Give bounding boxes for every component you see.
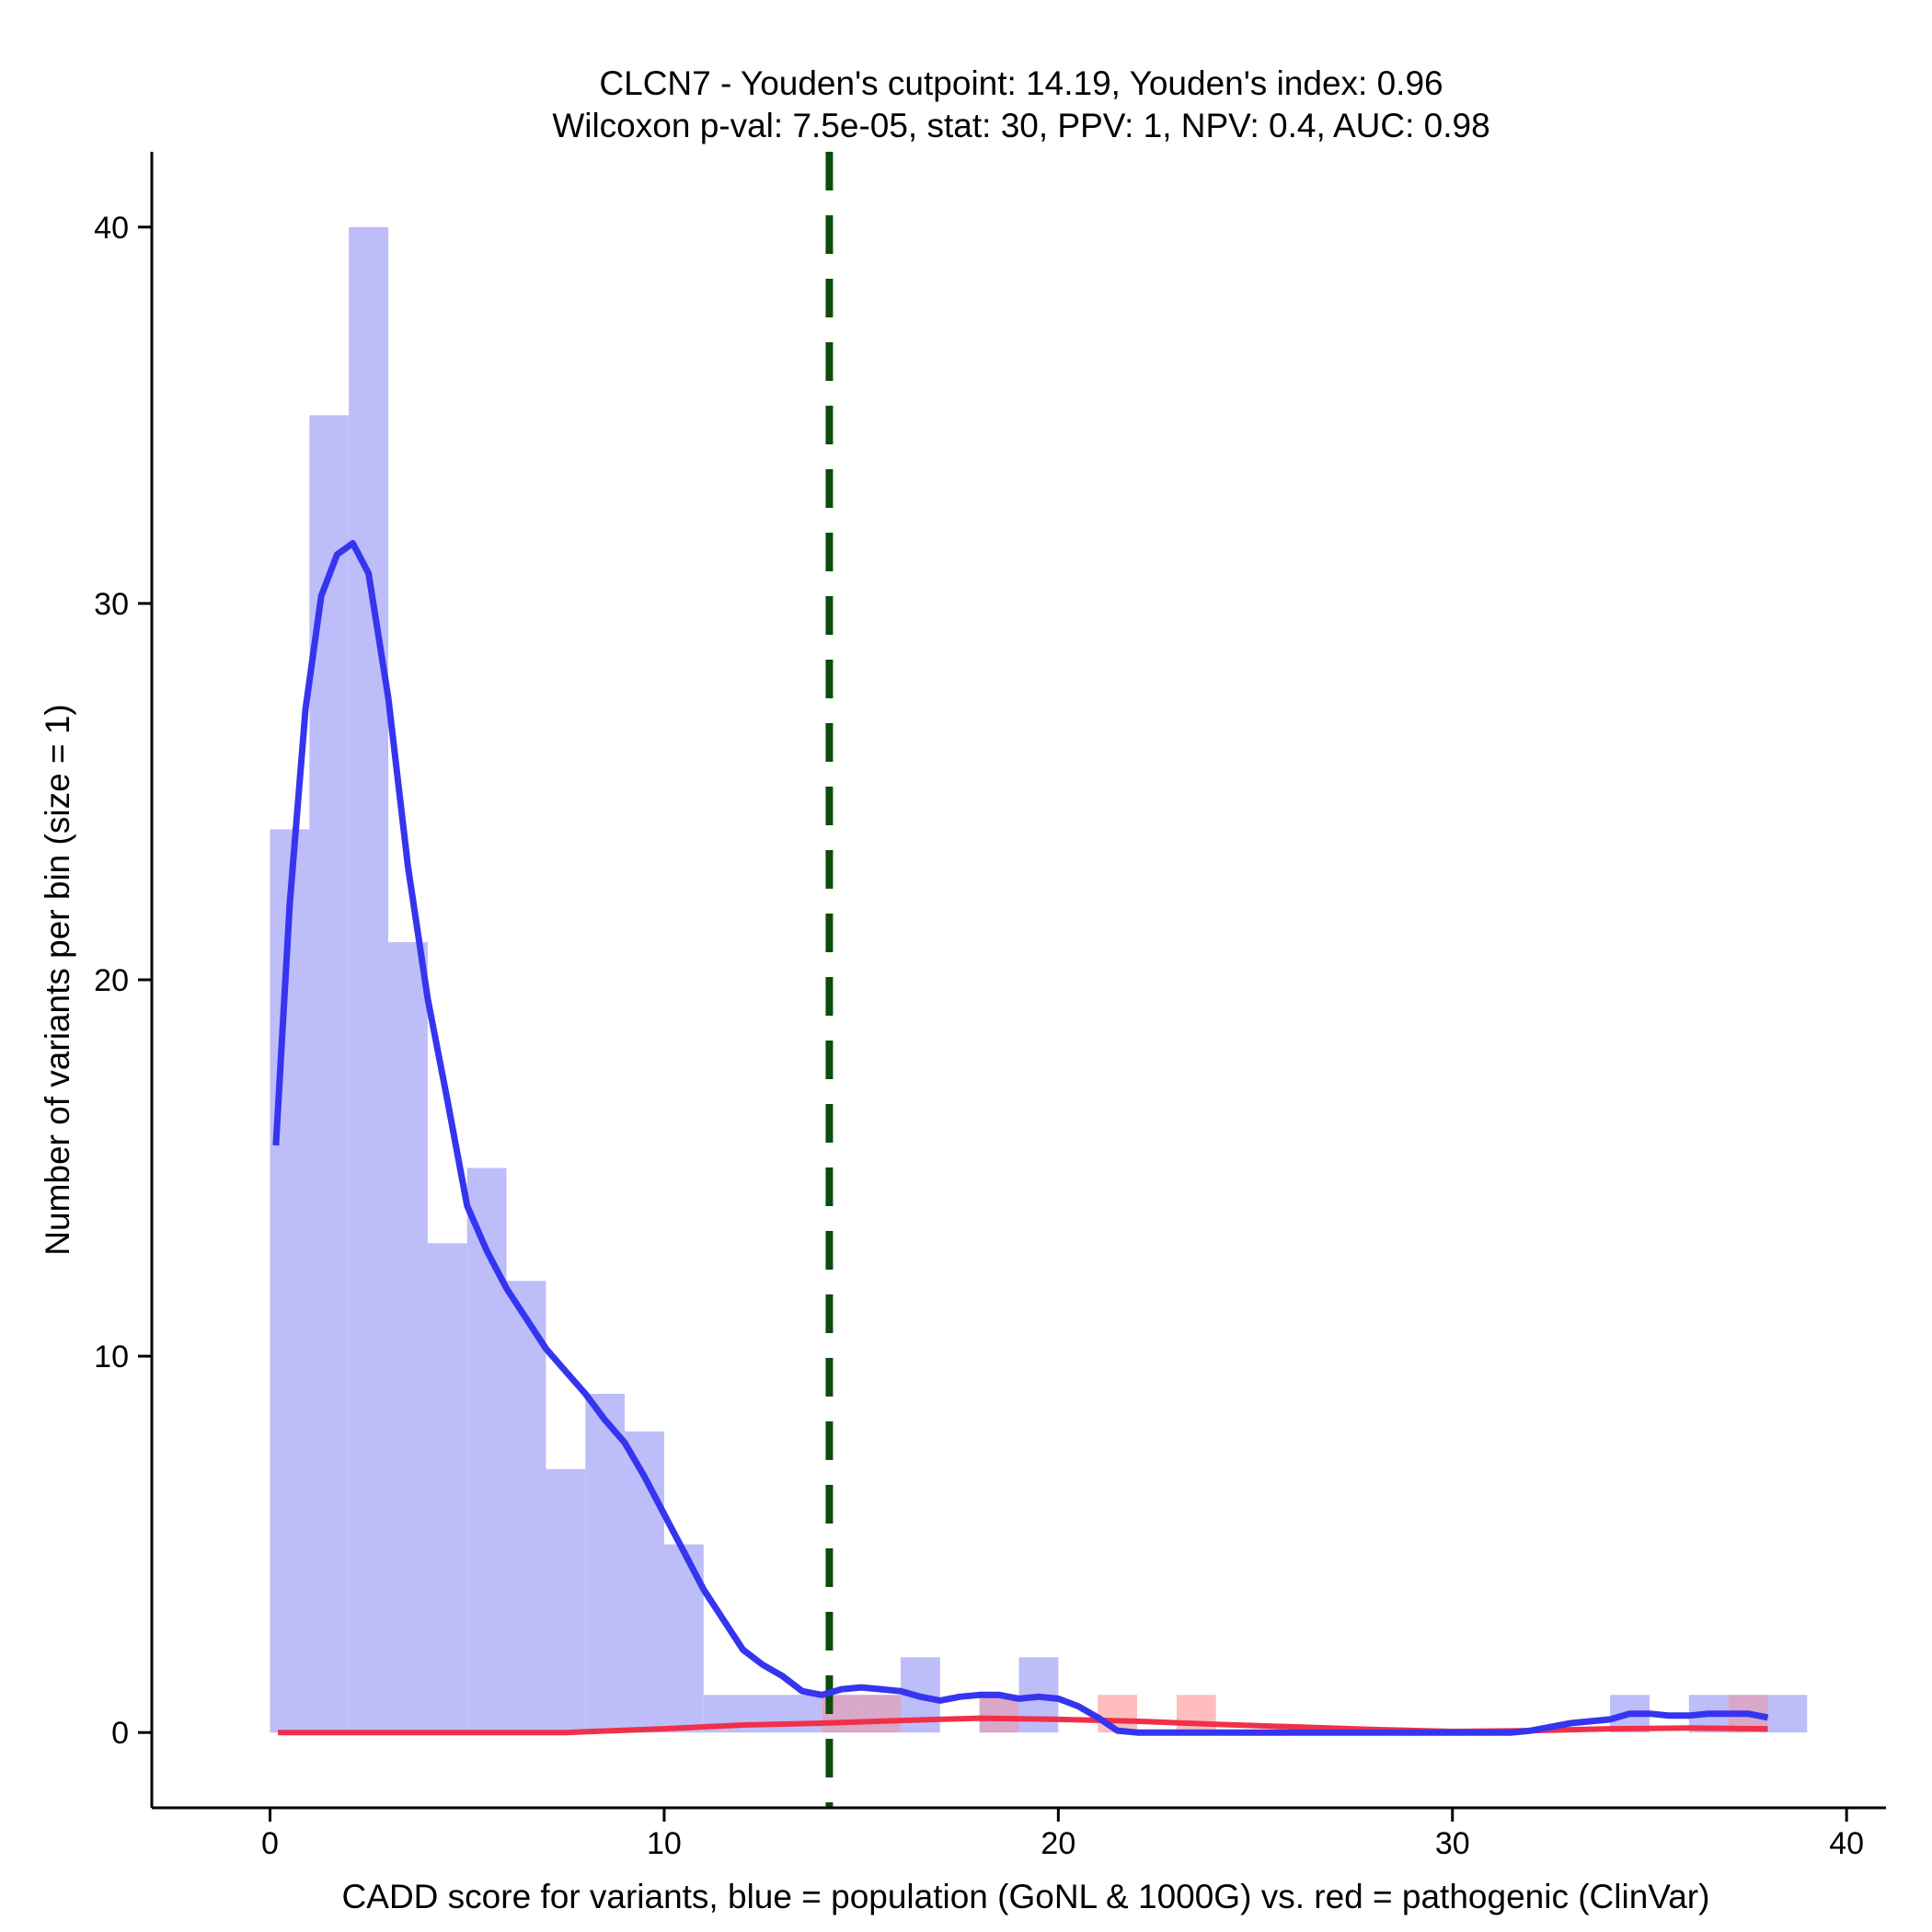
population-bar-22: [1767, 1695, 1808, 1733]
y-tick-label-2: 20: [94, 963, 129, 998]
population-bar-8: [585, 1394, 626, 1733]
pathogenic-bar-3: [1098, 1695, 1138, 1733]
pathogenic-density-line: [278, 1715, 1768, 1736]
population-bar-2: [349, 226, 389, 1733]
x-tick-label-4: 40: [1829, 1826, 1864, 1861]
y-tick-label-0: 0: [111, 1716, 129, 1751]
population-bar-1: [309, 415, 350, 1733]
population-bar-4: [427, 1243, 467, 1733]
density-lines: [272, 152, 1769, 1808]
y-axis-label: Number of variants per bin (size = 1): [39, 704, 76, 1255]
population-bar-7: [546, 1468, 586, 1733]
y-tick-label-1: 10: [94, 1340, 129, 1374]
pathogenic-bar-4: [1176, 1695, 1216, 1733]
chart-title-line1: CLCN7 - Youden's cutpoint: 14.19, Youden…: [599, 64, 1443, 102]
y-tick-label-4: 40: [94, 211, 129, 246]
population-bar-17: [979, 1695, 1019, 1733]
population-bar-3: [388, 942, 428, 1733]
x-axis-label: CADD score for variants, blue = populati…: [342, 1878, 1710, 1915]
y-tick-label-3: 30: [94, 587, 129, 622]
population-bar-6: [506, 1281, 546, 1733]
x-tick-label-3: 30: [1435, 1826, 1470, 1861]
x-tick-label-1: 10: [647, 1826, 682, 1861]
x-tick-label-2: 20: [1041, 1826, 1075, 1861]
population-bar-15: [861, 1695, 901, 1733]
histogram-bars: [270, 226, 1808, 1733]
x-tick-label-0: 0: [261, 1826, 279, 1861]
population-density-line: [272, 540, 1769, 1736]
chart-title-line2: Wilcoxon p-val: 7.5e-05, stat: 30, PPV: …: [552, 107, 1489, 144]
population-bar-0: [270, 829, 310, 1733]
axes: 0 10 20 30 40 0 10 20 30 40: [94, 152, 1886, 1861]
population-bar-5: [466, 1167, 507, 1733]
population-bar-13: [782, 1695, 822, 1733]
